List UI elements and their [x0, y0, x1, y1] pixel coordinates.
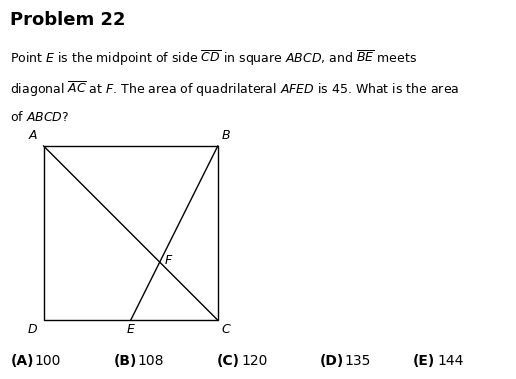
Text: 144: 144 [437, 354, 463, 368]
Text: $F$: $F$ [164, 254, 173, 266]
Text: 120: 120 [241, 354, 267, 368]
Text: $A$: $A$ [28, 129, 38, 142]
Text: $C$: $C$ [221, 323, 232, 336]
Text: 135: 135 [344, 354, 370, 368]
Text: diagonal $\overline{AC}$ at $\mathit{F}$. The area of quadrilateral $\mathit{AFE: diagonal $\overline{AC}$ at $\mathit{F}$… [10, 80, 460, 99]
Text: (C): (C) [217, 354, 240, 368]
Text: (B): (B) [114, 354, 137, 368]
Text: $D$: $D$ [27, 323, 38, 336]
Text: (E): (E) [413, 354, 435, 368]
Text: (D): (D) [320, 354, 344, 368]
Text: 100: 100 [35, 354, 61, 368]
Text: $E$: $E$ [126, 323, 136, 336]
Text: (A): (A) [10, 354, 34, 368]
Text: 108: 108 [138, 354, 164, 368]
Text: Point $\mathit{E}$ is the midpoint of side $\overline{CD}$ in square $\mathit{AB: Point $\mathit{E}$ is the midpoint of si… [10, 49, 417, 68]
Text: Problem 22: Problem 22 [10, 11, 126, 29]
Text: $B$: $B$ [221, 129, 231, 142]
Text: of $\mathit{ABCD}$?: of $\mathit{ABCD}$? [10, 110, 70, 124]
